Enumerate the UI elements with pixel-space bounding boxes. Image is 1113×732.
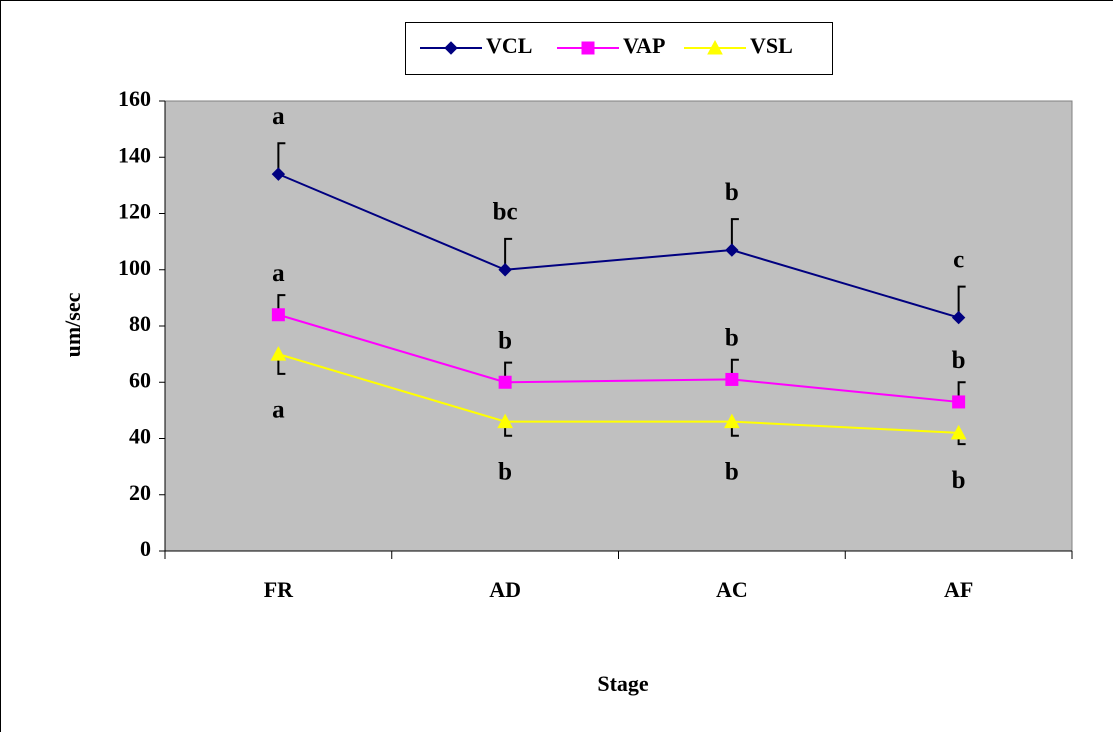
y-tick-label: 40	[129, 424, 151, 449]
legend-marker	[444, 41, 458, 55]
x-tick-label: FR	[264, 577, 294, 602]
marker	[725, 372, 739, 386]
marker	[951, 310, 966, 325]
legend-marker	[707, 39, 723, 55]
significance-label: c	[953, 246, 964, 273]
marker	[498, 375, 512, 389]
y-tick-label: 160	[118, 86, 151, 111]
series-line	[278, 313, 959, 403]
x-tick-label: AC	[716, 577, 748, 602]
significance-label: a	[272, 397, 285, 424]
significance-label: b	[498, 458, 512, 485]
marker	[271, 308, 285, 322]
legend-label: VAP	[623, 33, 665, 58]
marker	[271, 167, 286, 181]
y-tick-label: 140	[118, 142, 151, 167]
y-axis-label: um/sec	[60, 292, 85, 357]
plot-area	[164, 100, 1073, 552]
legend-label: VSL	[750, 33, 793, 58]
marker	[270, 346, 287, 361]
x-tick-label: AD	[489, 577, 521, 602]
marker	[724, 413, 740, 429]
y-tick-label: 100	[118, 255, 151, 280]
significance-label: b	[725, 179, 739, 206]
marker	[952, 395, 966, 409]
y-tick-label: 0	[140, 536, 151, 561]
legend-marker	[581, 41, 595, 55]
y-tick-label: 60	[129, 367, 151, 392]
y-tick-label: 80	[129, 311, 151, 336]
significance-label: a	[272, 103, 285, 130]
significance-label: b	[725, 324, 739, 351]
series-line	[277, 173, 959, 319]
y-tick-label: 120	[118, 199, 151, 224]
significance-label: b	[952, 467, 966, 494]
significance-label: b	[725, 458, 739, 485]
x-axis-label: Stage	[597, 671, 649, 696]
legend-label: VCL	[486, 33, 532, 58]
y-tick-label: 20	[129, 480, 151, 505]
marker	[725, 243, 739, 257]
significance-label: b	[952, 347, 966, 374]
x-tick-label: AF	[944, 577, 973, 602]
significance-label: bc	[493, 199, 518, 226]
series-line	[278, 353, 959, 434]
significance-label: a	[272, 260, 285, 287]
marker	[497, 413, 513, 429]
significance-label: b	[498, 327, 512, 354]
marker	[498, 263, 512, 277]
marker	[950, 424, 967, 440]
